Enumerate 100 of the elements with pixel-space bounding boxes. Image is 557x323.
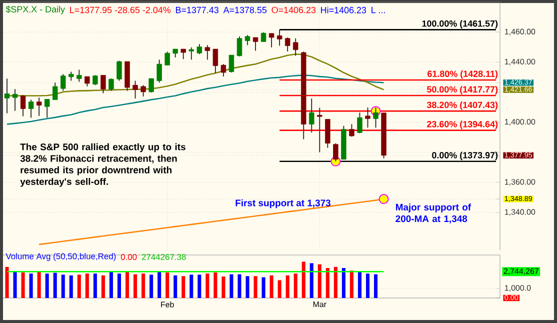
candlestick (20, 94, 26, 117)
bar (198, 274, 202, 298)
bar (358, 272, 362, 298)
bar (61, 274, 65, 298)
bar (158, 272, 162, 298)
bar (318, 264, 322, 298)
series-label: 38.20% (1407.43) (426, 102, 498, 110)
bar (342, 268, 346, 298)
bar (222, 276, 226, 298)
chart-title: $SPX.X - Daily (6, 6, 65, 14)
bar (206, 274, 210, 298)
bar (294, 274, 298, 298)
bar (29, 274, 33, 298)
bar (334, 266, 338, 298)
candlestick (156, 59, 162, 84)
candlestick (100, 74, 106, 94)
bar (77, 274, 81, 298)
bar (254, 276, 258, 298)
annotation: L ... (372, 6, 385, 14)
bar (374, 274, 378, 298)
candlestick (333, 142, 338, 162)
series-label: 0.00% (1373.97) (432, 152, 498, 160)
candlestick (12, 88, 18, 112)
bar (214, 272, 218, 298)
candlestick (317, 107, 322, 153)
candlestick (140, 84, 146, 97)
bar (326, 268, 330, 298)
bar (350, 270, 354, 298)
series-label: 61.80% (1428.11) (428, 70, 498, 79)
annotation: A=1378.55 (223, 6, 267, 14)
bar (278, 280, 282, 298)
candlestick (357, 112, 362, 134)
bar (93, 274, 97, 298)
candlestick (4, 78, 10, 114)
bar (13, 272, 17, 298)
bar (182, 276, 186, 298)
annotation: First support at 1,373 (236, 199, 330, 208)
bar (53, 272, 57, 298)
candlestick (180, 48, 186, 60)
annotation: 2744267.38 (142, 254, 186, 260)
bar (117, 274, 121, 298)
bar (150, 274, 154, 298)
candlestick (84, 76, 90, 87)
chart-subtitle: L=1377.95 -28.65 -2.04% (70, 6, 171, 14)
candlestick (132, 80, 138, 99)
bar (238, 274, 242, 298)
series-label: 50.00% (1417.77) (426, 86, 498, 94)
bar (174, 275, 178, 298)
candlestick (373, 107, 378, 128)
bar (21, 272, 25, 298)
candlestick (252, 37, 258, 52)
bar (45, 274, 49, 298)
candlestick (349, 124, 354, 138)
bar (310, 263, 314, 298)
candlestick (236, 36, 242, 57)
bar (142, 274, 146, 298)
bar (125, 272, 130, 298)
bar (246, 276, 250, 298)
bar (166, 272, 170, 298)
series-label: 100.00% (1461.57) (422, 20, 498, 28)
candlestick (60, 74, 66, 92)
candlestick (309, 98, 314, 134)
annotation: B=1377.43 (176, 6, 218, 14)
bar (5, 266, 9, 298)
bar (101, 275, 105, 298)
candlestick (76, 69, 82, 82)
bar (190, 274, 194, 298)
candlestick (148, 78, 154, 93)
annotation: O=1406.23 (272, 6, 316, 14)
candlestick (260, 32, 266, 42)
candlestick (276, 29, 282, 46)
series-label: 23.60% (1394.64) (427, 120, 498, 130)
candlestick (196, 44, 202, 55)
bar (37, 272, 41, 298)
bar (262, 277, 266, 298)
annotation: 0.00 (120, 254, 137, 260)
candlestick (52, 82, 58, 100)
annotation: Hi=1406.23 (321, 6, 366, 14)
candlestick (28, 99, 34, 118)
candlestick (292, 38, 298, 56)
candlestick (365, 107, 370, 128)
annotation: The S&P 500 rallied exactly up to its 38.2% Fibonacci retracement, then resumed its prior downtrend with yesterday's sell-off. (20, 143, 186, 187)
candlestick (220, 64, 226, 77)
bar (134, 274, 138, 298)
candlestick (108, 78, 114, 92)
bar (69, 275, 73, 298)
candlestick (284, 37, 290, 52)
candlestick (44, 98, 50, 118)
bar (302, 262, 306, 298)
candlestick (212, 48, 218, 74)
candlestick (188, 46, 194, 60)
candlestick (204, 44, 210, 60)
annotation: Major support of 200-MA at 1,348 (396, 204, 472, 224)
candlestick (164, 51, 170, 66)
bar (230, 274, 234, 298)
candlestick (116, 60, 122, 82)
candlestick (228, 54, 234, 73)
candlestick (68, 71, 74, 82)
candlestick (92, 74, 98, 86)
candlestick (36, 97, 42, 116)
